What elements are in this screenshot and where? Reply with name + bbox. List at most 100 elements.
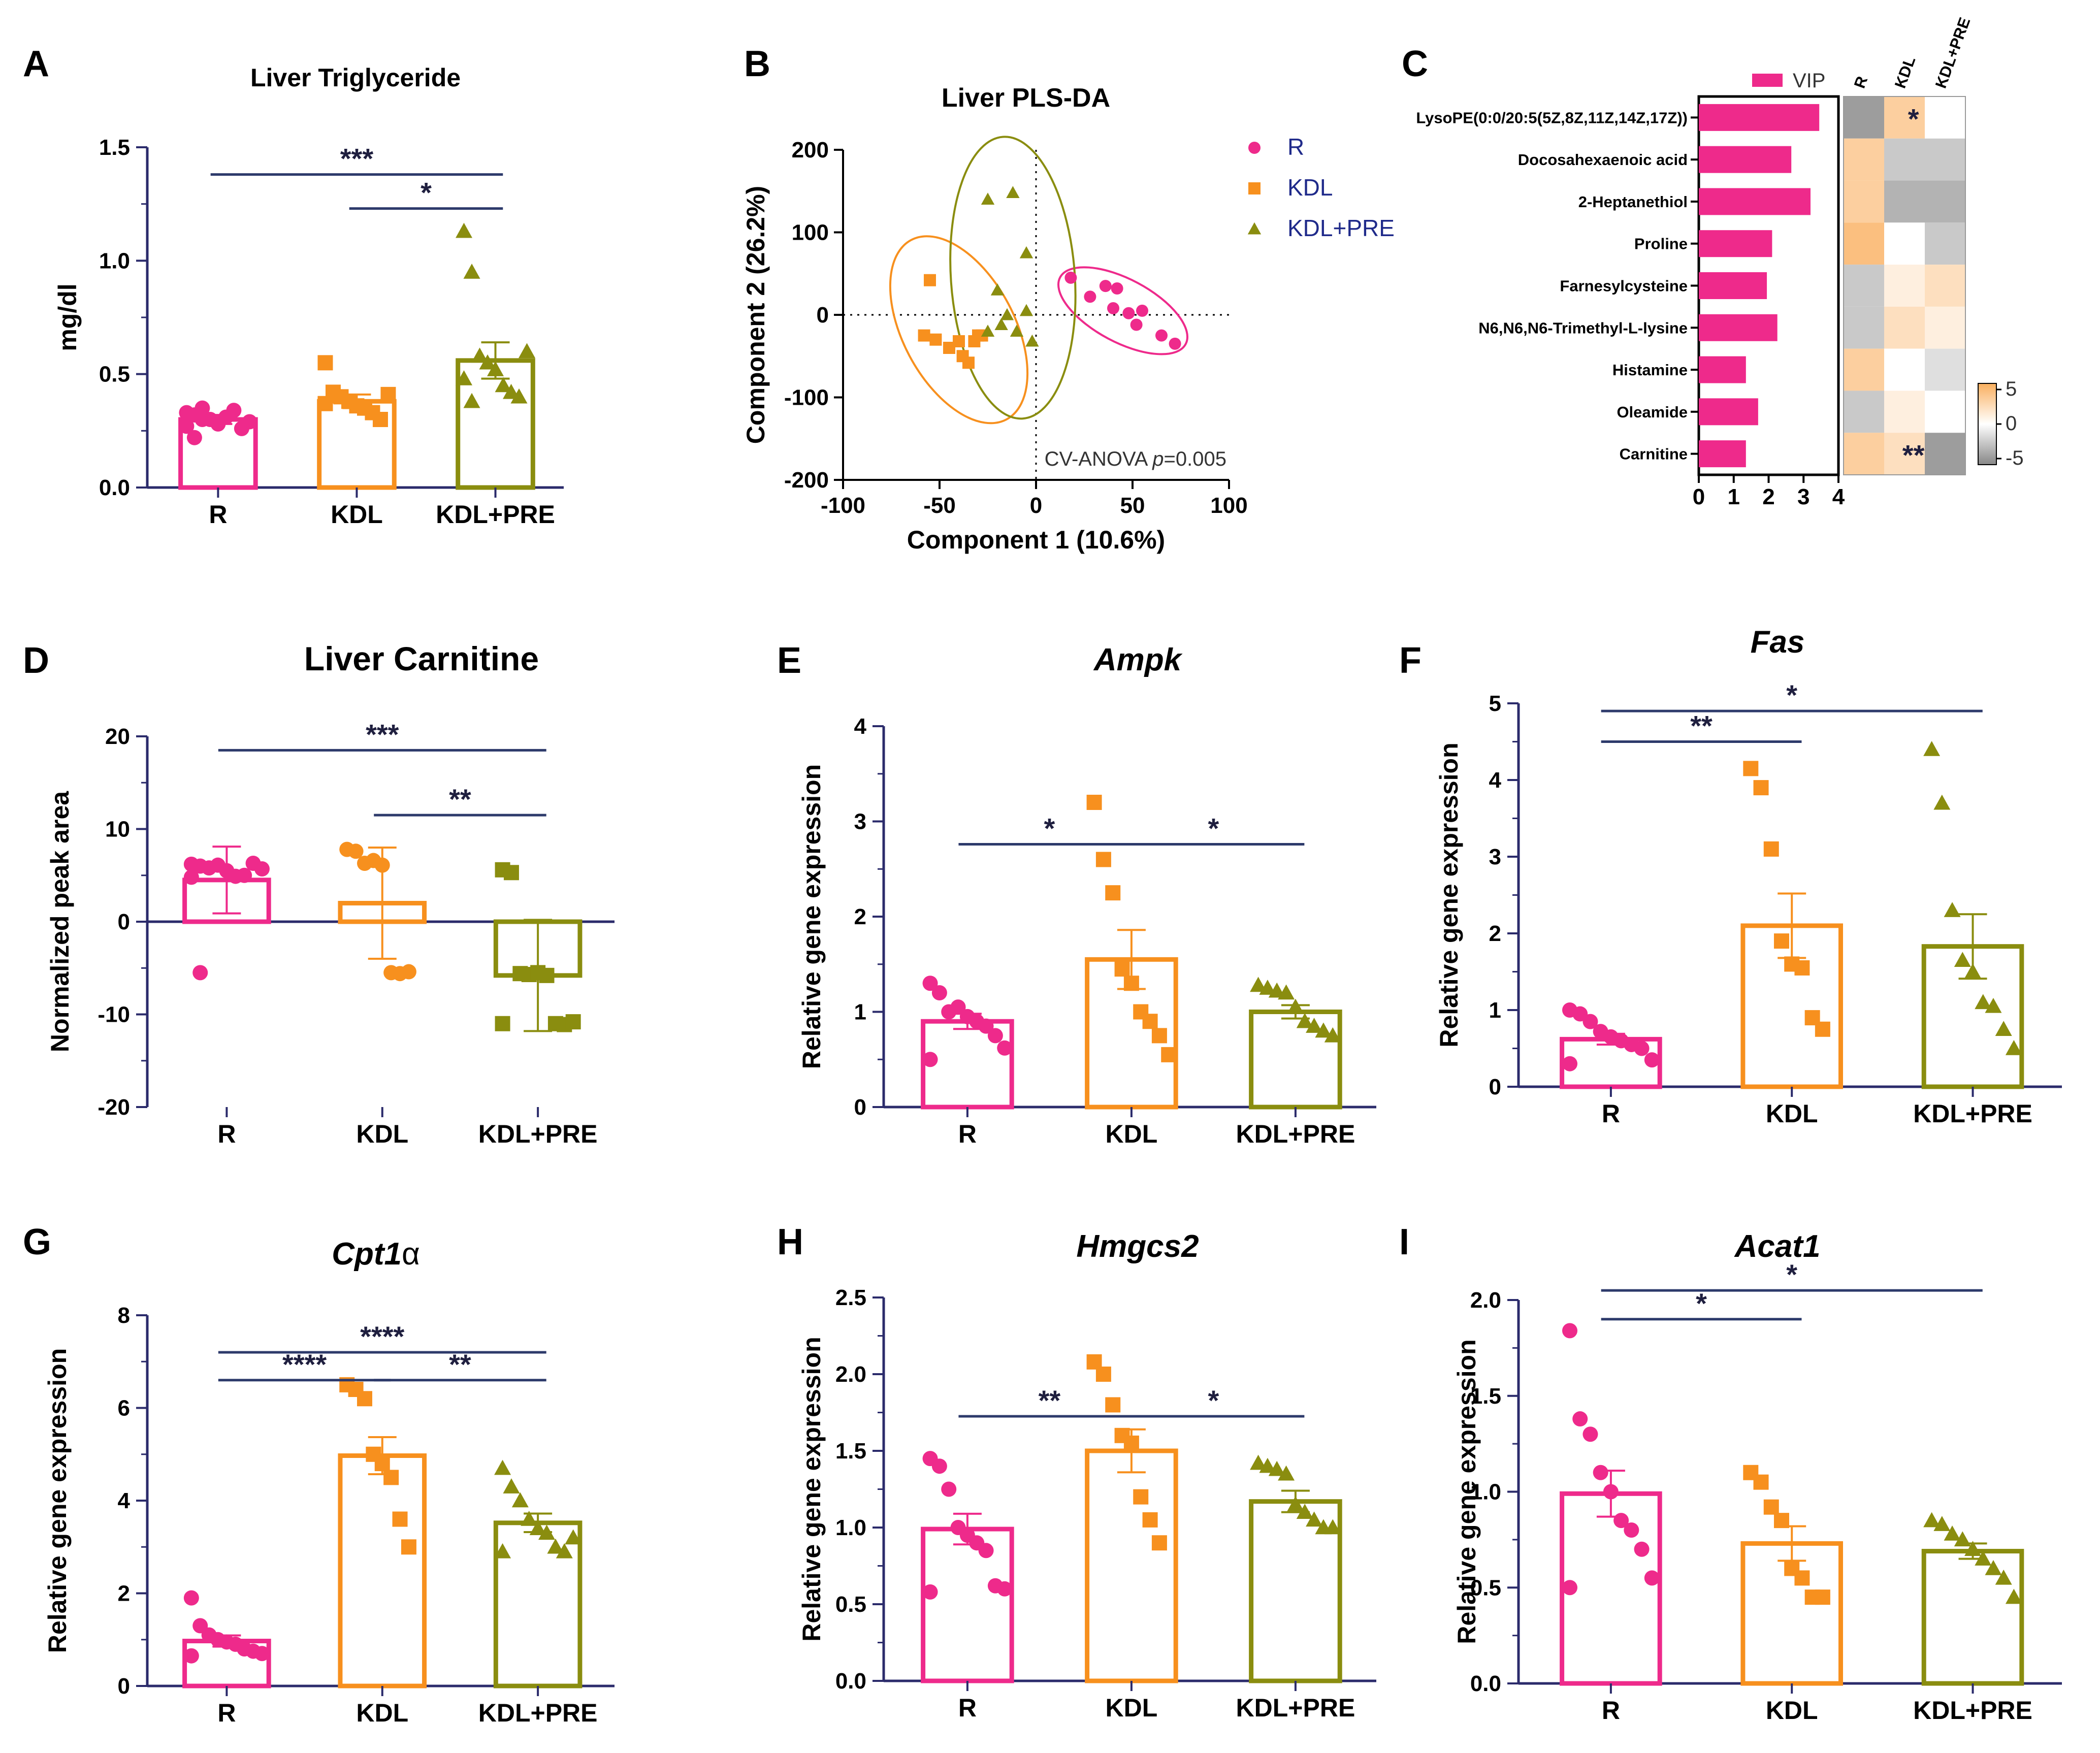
x-tick-label: KDL — [1766, 1099, 1818, 1128]
data-point — [1123, 1435, 1139, 1451]
scale-tick-label: -5 — [2006, 447, 2024, 469]
data-point — [317, 355, 333, 371]
y-tick-label: -20 — [98, 1095, 130, 1120]
data-point — [1964, 963, 1982, 979]
heatmap-star: * — [1908, 103, 1919, 135]
data-point — [1753, 780, 1769, 796]
heatmap-cell — [1844, 348, 1884, 391]
x-tick-label: R — [209, 500, 227, 529]
data-point — [510, 388, 528, 404]
heatmap-cell — [1884, 222, 1925, 265]
data-point — [1773, 933, 1789, 949]
metabolite-label: 2-Heptanethiol — [1578, 193, 1688, 211]
legend-marker — [1248, 142, 1261, 154]
bar-KDL+PRE — [1249, 1010, 1342, 1110]
legend-label: KDL — [1287, 174, 1333, 201]
data-point — [1562, 1580, 1578, 1596]
data-point — [392, 1511, 408, 1527]
heatmap-cell — [1925, 96, 1965, 139]
data-point — [1954, 952, 1971, 967]
data-point — [195, 400, 210, 416]
panel-label: A — [23, 44, 49, 84]
data-point — [990, 283, 1005, 296]
vip-bar — [1699, 146, 1792, 173]
heatmap-cell — [1925, 433, 1965, 475]
x-tick-label: KDL — [1106, 1120, 1158, 1148]
data-point — [1161, 1047, 1177, 1062]
y-tick-label: 200 — [792, 138, 829, 163]
data-point — [1114, 961, 1130, 977]
y-axis-label: Relative gene expression — [1435, 742, 1463, 1047]
legend-label: R — [1287, 134, 1304, 160]
y-tick-label: 1 — [1489, 998, 1501, 1023]
heatmap-cell — [1925, 391, 1965, 433]
data-point — [538, 1524, 556, 1540]
y-tick-label: 2.0 — [1470, 1288, 1501, 1313]
x-tick-label: R — [217, 1120, 236, 1148]
data-point — [1268, 1460, 1285, 1476]
data-point — [950, 999, 966, 1015]
significance-marker: * — [1208, 813, 1219, 845]
y-tick-label: 0.5 — [1470, 1575, 1501, 1600]
heatmap-cell — [1925, 222, 1965, 265]
data-point — [1259, 1457, 1276, 1473]
panel-F: F Fas 0 1 2 3 4 5 Relative gene expression R KDL KD… — [1399, 625, 2062, 1128]
significance-marker: * — [1786, 1258, 1797, 1290]
data-point — [1123, 976, 1139, 991]
x-tick-label: R — [958, 1120, 977, 1148]
data-point — [372, 412, 388, 427]
y-tick-label: 100 — [792, 220, 829, 245]
data-point — [1324, 1027, 1341, 1043]
data-point — [1130, 318, 1143, 331]
data-point — [1111, 282, 1123, 295]
metabolite-label: N6,N6,N6-Trimethyl-L-lysine — [1478, 319, 1688, 337]
y-tick-label: 5 — [1489, 691, 1501, 716]
y-tick-label: 3 — [1489, 845, 1501, 869]
data-point — [503, 1478, 520, 1494]
vip-bar — [1699, 272, 1767, 299]
heatmap-column-label: KDL — [1891, 54, 1919, 91]
data-point — [1122, 307, 1135, 319]
data-point — [1763, 1499, 1779, 1515]
data-point — [922, 1584, 938, 1600]
data-point — [931, 1458, 947, 1474]
y-tick-label: 0.0 — [1470, 1671, 1501, 1696]
vip-bar — [1699, 104, 1820, 131]
bar-KDL+PRE — [493, 1520, 583, 1689]
data-point — [1593, 1465, 1608, 1480]
heatmap-cell — [1844, 433, 1884, 475]
data-point — [2005, 1040, 2022, 1055]
data-point — [1315, 1022, 1332, 1038]
x-tick-label: R — [958, 1694, 977, 1722]
x-tick-label: KDL+PRE — [1913, 1696, 2032, 1725]
heatmap-cell — [1844, 391, 1884, 433]
data-point — [1064, 271, 1077, 284]
annotation-value: =0.005 — [1164, 448, 1226, 470]
y-tick-label: 2 — [1489, 921, 1501, 946]
data-point — [1155, 329, 1168, 342]
y-tick-label: 0.5 — [99, 362, 130, 387]
data-point — [1287, 998, 1304, 1014]
data-point — [1995, 1021, 2012, 1036]
y-tick-label: 2.5 — [835, 1285, 866, 1310]
y-tick-label: 2.0 — [835, 1362, 866, 1387]
legend-label: KDL+PRE — [1287, 215, 1395, 241]
data-point — [1562, 1056, 1578, 1072]
x-tick-label: KDL — [1106, 1694, 1158, 1722]
data-point — [1019, 304, 1033, 316]
data-point — [1572, 1411, 1588, 1427]
data-point — [1306, 1511, 1323, 1527]
heatmap-cell — [1884, 180, 1925, 223]
y-tick-label: 0.0 — [835, 1669, 866, 1694]
data-point — [1985, 997, 2002, 1013]
data-point — [1923, 741, 1941, 756]
data-point — [1815, 1589, 1830, 1605]
x-tick-label: -50 — [923, 493, 956, 518]
chart-title: Ampk — [1093, 642, 1183, 677]
legend-swatch — [1752, 74, 1783, 87]
heatmap-cell — [1884, 306, 1925, 349]
data-point — [943, 342, 955, 354]
data-point — [1278, 984, 1295, 1000]
data-point — [495, 377, 512, 393]
